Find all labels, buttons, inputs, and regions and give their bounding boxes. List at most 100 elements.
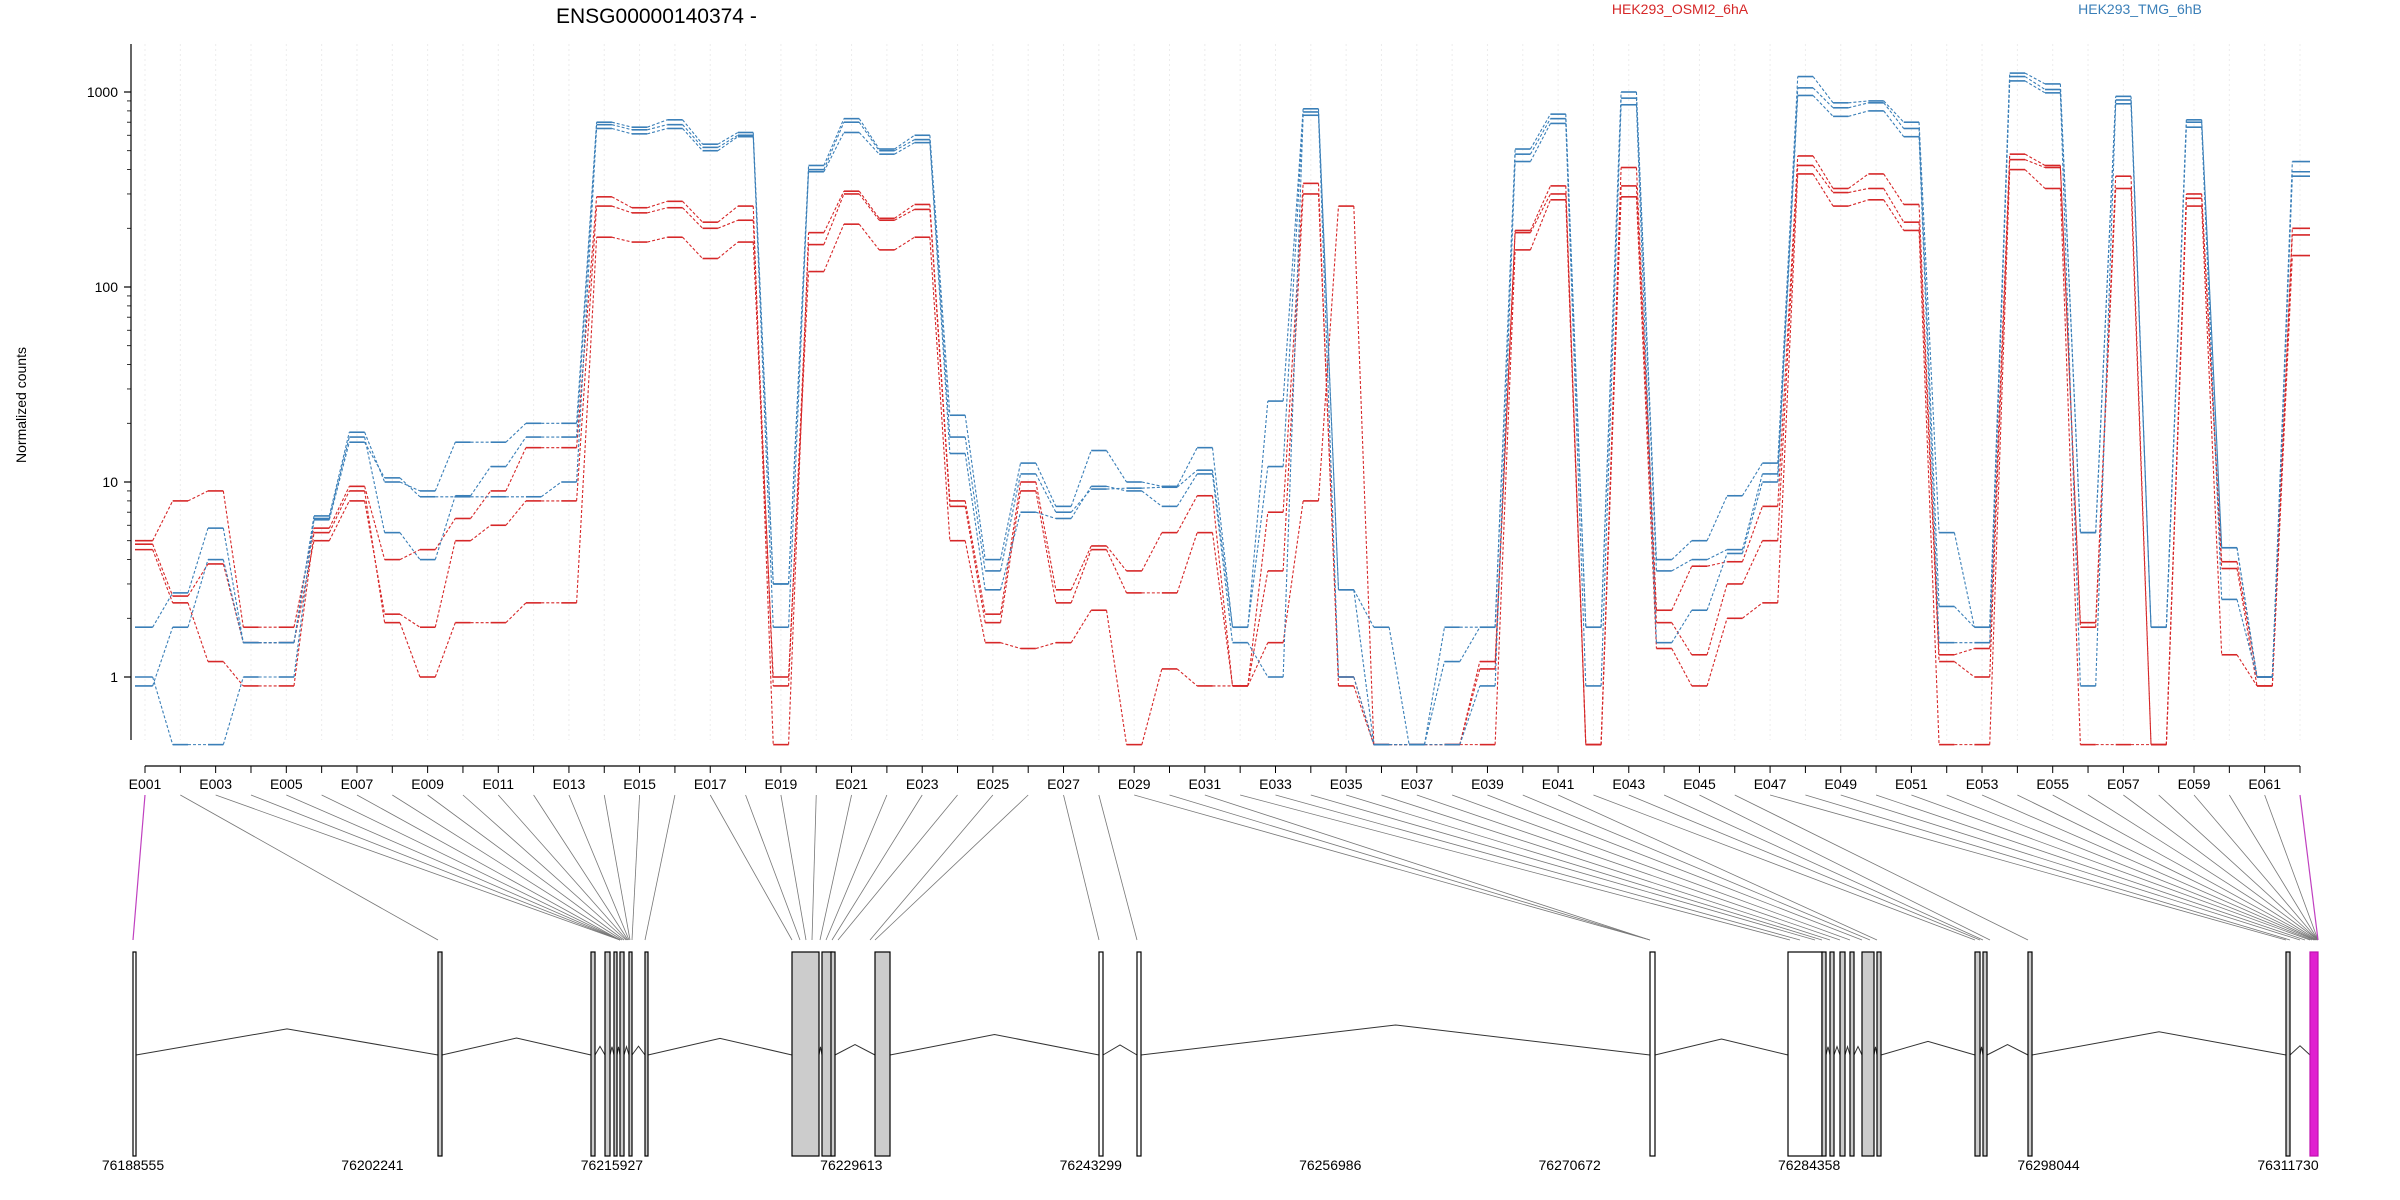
series-connector — [717, 205, 739, 223]
series-connector — [2271, 161, 2293, 678]
exon-box — [1849, 951, 1855, 1157]
series-connector — [1176, 495, 1198, 533]
series-connector — [858, 223, 880, 251]
intron-arc — [834, 1044, 876, 1056]
x-tick-label: E003 — [199, 776, 232, 792]
series-connector — [611, 196, 633, 209]
x-tick-label: E051 — [1895, 776, 1928, 792]
series-connector — [1989, 154, 2011, 649]
series-connector — [505, 436, 527, 467]
exon-connector — [286, 794, 621, 941]
series-connector — [894, 236, 915, 251]
series-connector — [1812, 155, 1834, 189]
series-connector — [2165, 193, 2187, 745]
series-connector — [1953, 532, 1975, 628]
x-tick-label: E007 — [341, 776, 374, 792]
exon-box — [1787, 951, 1823, 1157]
series-connector — [1565, 114, 1587, 628]
series-connector — [505, 500, 527, 526]
series-connector — [894, 204, 915, 219]
series-connector — [1211, 447, 1234, 628]
series-connector — [434, 518, 456, 550]
series-connector — [2095, 96, 2117, 533]
series-connector — [1211, 532, 1234, 686]
chart-title: ENSG00000140374 - — [556, 5, 757, 28]
series-connector — [1883, 110, 1905, 138]
series-connector — [1247, 512, 1269, 686]
series-connector — [1353, 589, 1375, 745]
series-connector — [1105, 610, 1128, 745]
series-4 — [135, 80, 2310, 746]
series-connector — [1282, 183, 1304, 513]
series-connector — [2059, 92, 2081, 686]
series-connector — [1918, 222, 1940, 662]
series-connector — [328, 490, 350, 533]
y-axis-ticks: 1 10 100 1000 — [87, 84, 131, 685]
genome-coordinate-axis: 76188555 76202241 76215927 76229613 76243299… — [102, 1157, 2319, 1173]
exon-box — [1136, 951, 1142, 1157]
series-connector — [1812, 173, 1834, 207]
series-connector — [682, 236, 703, 259]
series-connector — [505, 447, 527, 492]
series-connector — [222, 490, 244, 628]
series-connector — [434, 441, 456, 492]
series-connector — [1918, 122, 1940, 533]
series-connector — [964, 436, 986, 571]
series-connector — [399, 622, 421, 678]
exon-box — [132, 951, 137, 1157]
series-connector — [1000, 512, 1022, 590]
series-connector — [1742, 602, 1763, 619]
series-3 — [135, 153, 2310, 746]
series-connector — [1706, 618, 1728, 687]
exon-connector — [215, 794, 621, 941]
series-connector — [2165, 119, 2187, 628]
series-connector — [1070, 549, 1092, 604]
series-connector — [1777, 87, 1799, 474]
exon-connector — [2123, 794, 2319, 941]
series-connector — [1918, 204, 1940, 655]
series-connector — [293, 532, 315, 686]
series-connector — [1671, 540, 1693, 560]
series-connector — [1141, 481, 1162, 487]
x-tick-label: E017 — [694, 776, 727, 792]
series-connector — [1635, 91, 1657, 560]
series-connector — [152, 592, 174, 628]
series-connector — [647, 200, 668, 209]
series-connector — [1353, 589, 1375, 628]
intron-arc — [441, 1037, 592, 1056]
exon-box — [2309, 951, 2319, 1157]
exon-connector — [462, 794, 627, 941]
series-connector — [2059, 165, 2081, 623]
series-connector — [470, 524, 491, 542]
exon-box — [1649, 951, 1656, 1157]
x-tick-label: E055 — [2036, 776, 2069, 792]
x-tick-label: E023 — [906, 776, 939, 792]
exon-box — [1839, 951, 1846, 1157]
series-connector — [1035, 642, 1057, 650]
series-connector — [1070, 486, 1092, 519]
series-connector — [152, 549, 174, 604]
series-connector — [1494, 149, 1516, 628]
series-connector — [1918, 230, 1940, 745]
series-connector — [364, 486, 386, 560]
intron-arc — [1102, 1044, 1138, 1056]
series-connector — [647, 119, 668, 128]
series-connector — [364, 432, 386, 483]
exon-box — [874, 951, 891, 1157]
exon-box — [619, 951, 625, 1157]
series-connector — [1317, 108, 1340, 590]
series-connector — [1494, 161, 1516, 686]
series-connector — [2201, 119, 2223, 548]
exon-connector — [2264, 794, 2319, 941]
series-connector — [1635, 185, 1657, 623]
series-connector — [1918, 128, 1940, 607]
exon-connector — [356, 794, 621, 941]
series-connector — [1812, 87, 1834, 109]
series-connector — [1282, 193, 1304, 571]
exon-connector — [1240, 794, 1791, 941]
series-connector — [293, 519, 315, 678]
series-connector — [1989, 169, 2011, 745]
series-connector — [1423, 661, 1446, 745]
series-connector — [576, 206, 598, 501]
